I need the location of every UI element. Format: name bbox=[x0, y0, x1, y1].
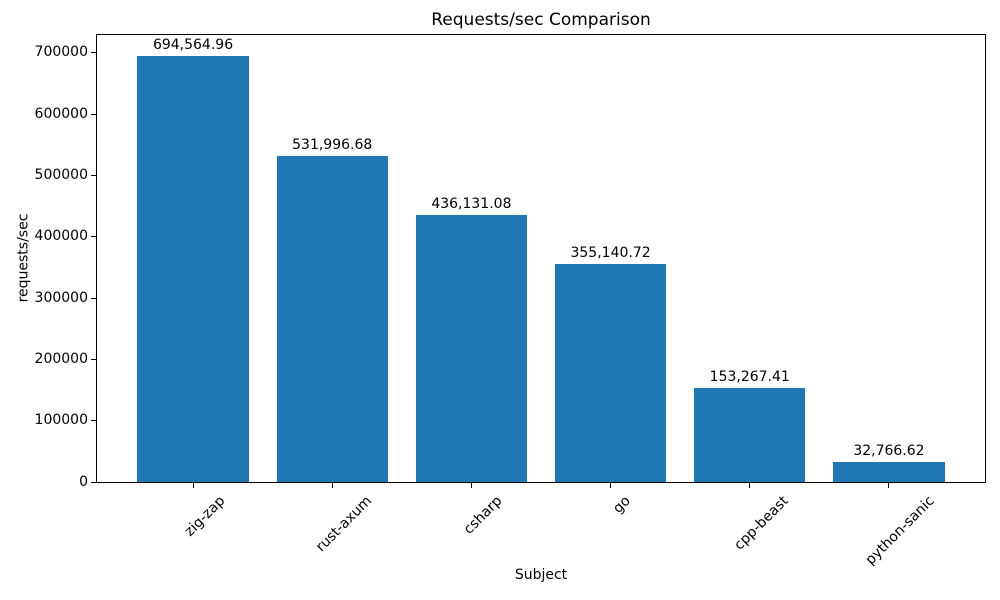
y-tick-mark bbox=[91, 113, 96, 115]
bar-value-label: 694,564.96 bbox=[152, 37, 234, 54]
x-tick-label: cpp-beast bbox=[731, 493, 792, 554]
y-tick-mark bbox=[91, 481, 96, 483]
x-tick-label: zig-zap bbox=[181, 493, 229, 540]
bar-value-label: 531,996.68 bbox=[292, 136, 373, 153]
x-tick-label: python-sanic bbox=[862, 493, 939, 569]
y-tick-label: 700000 bbox=[34, 44, 88, 61]
x-tick-mark bbox=[888, 483, 890, 488]
y-axis-label: requests/sec bbox=[15, 213, 32, 303]
y-tick-mark bbox=[91, 358, 96, 360]
bar bbox=[276, 155, 388, 482]
x-tick-mark bbox=[470, 483, 472, 488]
y-tick-label: 400000 bbox=[34, 228, 88, 245]
bar bbox=[415, 214, 528, 482]
x-tick-label: rust-axum bbox=[312, 493, 376, 556]
x-tick-label: go bbox=[610, 493, 634, 517]
bar bbox=[137, 56, 249, 482]
y-tick-label: 300000 bbox=[34, 289, 88, 306]
y-tick-label: 500000 bbox=[34, 167, 88, 184]
x-tick-mark bbox=[749, 483, 751, 488]
y-tick-label: 0 bbox=[79, 473, 88, 490]
x-tick-mark bbox=[192, 483, 194, 488]
bar-value-label: 436,131.08 bbox=[431, 195, 512, 212]
bar-value-label: 32,766.62 bbox=[853, 442, 925, 459]
bar bbox=[694, 388, 806, 482]
y-tick-mark bbox=[91, 52, 96, 54]
y-tick-label: 100000 bbox=[34, 412, 88, 429]
y-tick-mark bbox=[91, 297, 96, 299]
y-tick-label: 600000 bbox=[34, 105, 88, 122]
y-tick-mark bbox=[91, 420, 96, 422]
x-axis-label: Subject bbox=[514, 567, 568, 583]
bar bbox=[833, 461, 945, 482]
y-tick-mark bbox=[91, 175, 96, 177]
y-tick-label: 200000 bbox=[34, 350, 88, 367]
y-tick-mark bbox=[91, 236, 96, 238]
bar bbox=[554, 264, 667, 482]
bar-value-label: 355,140.72 bbox=[570, 245, 651, 262]
x-tick-mark bbox=[331, 483, 333, 488]
x-tick-label: csharp bbox=[460, 493, 506, 538]
bar-value-label: 153,267.41 bbox=[709, 369, 790, 386]
x-tick-mark bbox=[610, 483, 612, 488]
chart-title: Requests/sec Comparison bbox=[431, 10, 651, 30]
